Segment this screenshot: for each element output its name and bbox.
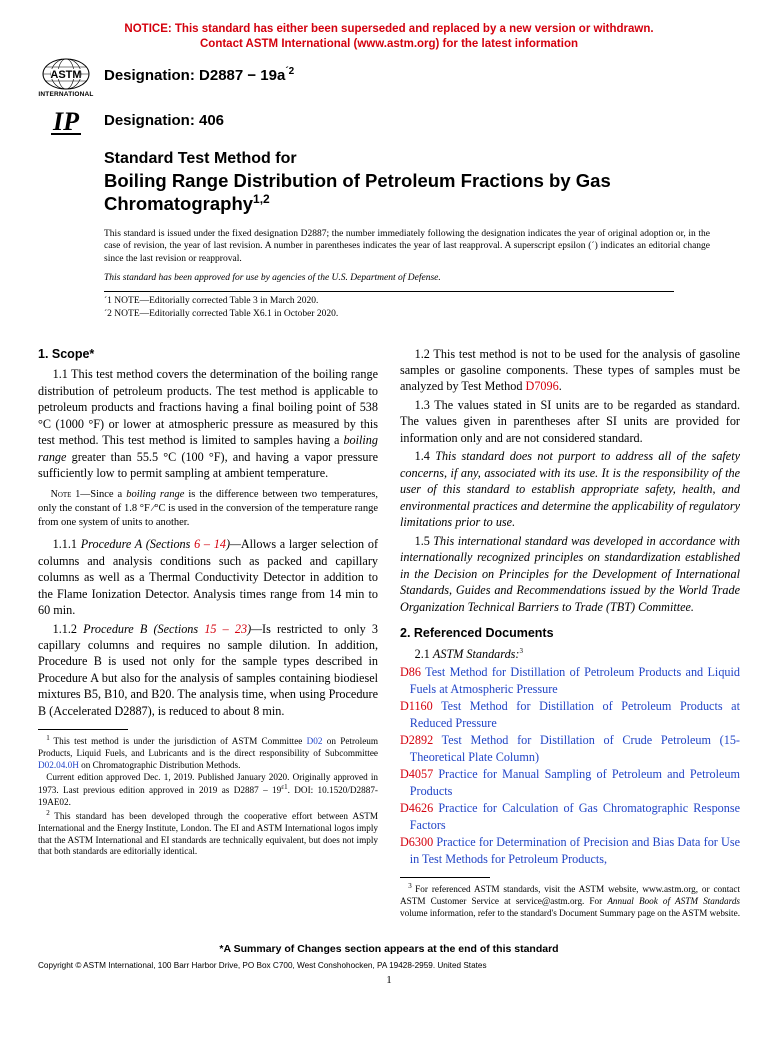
reference-item: D2892 Test Method for Distillation of Cr…	[410, 732, 740, 765]
reference-item: D6300 Practice for Determination of Prec…	[410, 834, 740, 867]
page-number: 1	[38, 974, 740, 986]
astm-international-label: INTERNATIONAL	[38, 91, 93, 98]
footnote-3: 3 For referenced ASTM standards, visit t…	[400, 882, 740, 919]
note-1: Note 1—Since a boiling range is the diff…	[38, 488, 378, 531]
reference-item: D4057 Practice for Manual Sampling of Pe…	[410, 766, 740, 799]
title-main: Boiling Range Distribution of Petroleum …	[104, 169, 740, 215]
footnote-1: 1 This test method is under the jurisdic…	[38, 734, 378, 771]
reference-item: D86 Test Method for Distillation of Petr…	[410, 664, 740, 697]
section-2-head: 2. Referenced Documents	[400, 625, 740, 642]
notice-line1: NOTICE: This standard has either been su…	[124, 23, 653, 35]
right-column: 1.2 This test method is not to be used f…	[400, 346, 740, 920]
designation-block: Designation: D2887 − 19a´2 Designation: …	[104, 58, 740, 129]
para-1-3: 1.3 The values stated in SI units are to…	[400, 397, 740, 446]
reference-title[interactable]: Practice for Determination of Precision …	[410, 835, 740, 865]
designation-primary: Designation: D2887 − 19a´2	[104, 66, 740, 84]
ip-logo: IP	[51, 108, 81, 135]
references-list: D86 Test Method for Distillation of Petr…	[400, 664, 740, 867]
para-1-5: 1.5 This international standard was deve…	[400, 533, 740, 615]
reference-title[interactable]: Practice for Manual Sampling of Petroleu…	[410, 767, 740, 797]
epsilon-notes: ´1 NOTE—Editorially corrected Table 3 in…	[104, 291, 674, 322]
eps-note-2: ´2 NOTE—Editorially corrected Table X6.1…	[104, 308, 338, 321]
footnote-1b: Current edition approved Dec. 1, 2019. P…	[38, 772, 378, 809]
reference-code[interactable]: D86	[400, 665, 425, 679]
footnote-2: 2 This standard has been developed throu…	[38, 809, 378, 858]
para-1-1-2: 1.1.2 Procedure B (Sections 15 – 23)—Is …	[38, 621, 378, 720]
logo-column: ASTM INTERNATIONAL IP	[38, 58, 94, 135]
para-1-1-1: 1.1.1 Procedure A (Sections 6 – 14)—Allo…	[38, 536, 378, 618]
dod-approval: This standard has been approved for use …	[104, 272, 710, 285]
notice-line2: Contact ASTM International (www.astm.org…	[200, 38, 578, 50]
reference-code[interactable]: D1160	[400, 699, 441, 713]
left-column: 1. Scope* 1.1 This test method covers th…	[38, 346, 378, 920]
document-page: NOTICE: This standard has either been su…	[0, 0, 778, 1006]
reference-title[interactable]: Test Method for Distillation of Petroleu…	[410, 665, 740, 695]
astm-logo: ASTM INTERNATIONAL	[40, 58, 92, 102]
header-row: ASTM INTERNATIONAL IP Designation: D2887…	[38, 58, 740, 135]
body-columns: 1. Scope* 1.1 This test method covers th…	[38, 346, 740, 920]
reference-item: D4626 Practice for Calculation of Gas Ch…	[410, 800, 740, 833]
footnote-rule-left	[38, 729, 128, 730]
issuance-text: This standard is issued under the fixed …	[104, 228, 710, 266]
para-1-4: 1.4 This standard does not purport to ad…	[400, 448, 740, 530]
issuance-block: This standard is issued under the fixed …	[104, 228, 710, 285]
title-prefix: Standard Test Method for	[104, 149, 740, 169]
reference-code[interactable]: D2892	[400, 733, 442, 747]
title-block: Standard Test Method for Boiling Range D…	[104, 149, 740, 215]
reference-title[interactable]: Test Method for Distillation of Petroleu…	[410, 699, 740, 729]
notice-banner: NOTICE: This standard has either been su…	[38, 22, 740, 52]
summary-note: *A Summary of Changes section appears at…	[38, 943, 740, 955]
para-1-1: 1.1 This test method covers the determin…	[38, 366, 378, 481]
copyright-line: Copyright © ASTM International, 100 Barr…	[38, 961, 740, 970]
para-2-1: 2.1 ASTM Standards:3	[400, 646, 740, 662]
svg-text:ASTM: ASTM	[50, 69, 81, 81]
reference-code[interactable]: D6300	[400, 835, 436, 849]
reference-title[interactable]: Practice for Calculation of Gas Chromato…	[410, 801, 740, 831]
reference-code[interactable]: D4626	[400, 801, 438, 815]
eps-note-1: ´1 NOTE—Editorially corrected Table 3 in…	[104, 295, 318, 308]
reference-code[interactable]: D4057	[400, 767, 438, 781]
designation-secondary: Designation: 406	[104, 112, 740, 129]
reference-item: D1160 Test Method for Distillation of Pe…	[410, 698, 740, 731]
section-1-head: 1. Scope*	[38, 346, 378, 363]
footnote-rule-right	[400, 877, 490, 878]
reference-title[interactable]: Test Method for Distillation of Crude Pe…	[410, 733, 740, 763]
para-1-2: 1.2 This test method is not to be used f…	[400, 346, 740, 395]
